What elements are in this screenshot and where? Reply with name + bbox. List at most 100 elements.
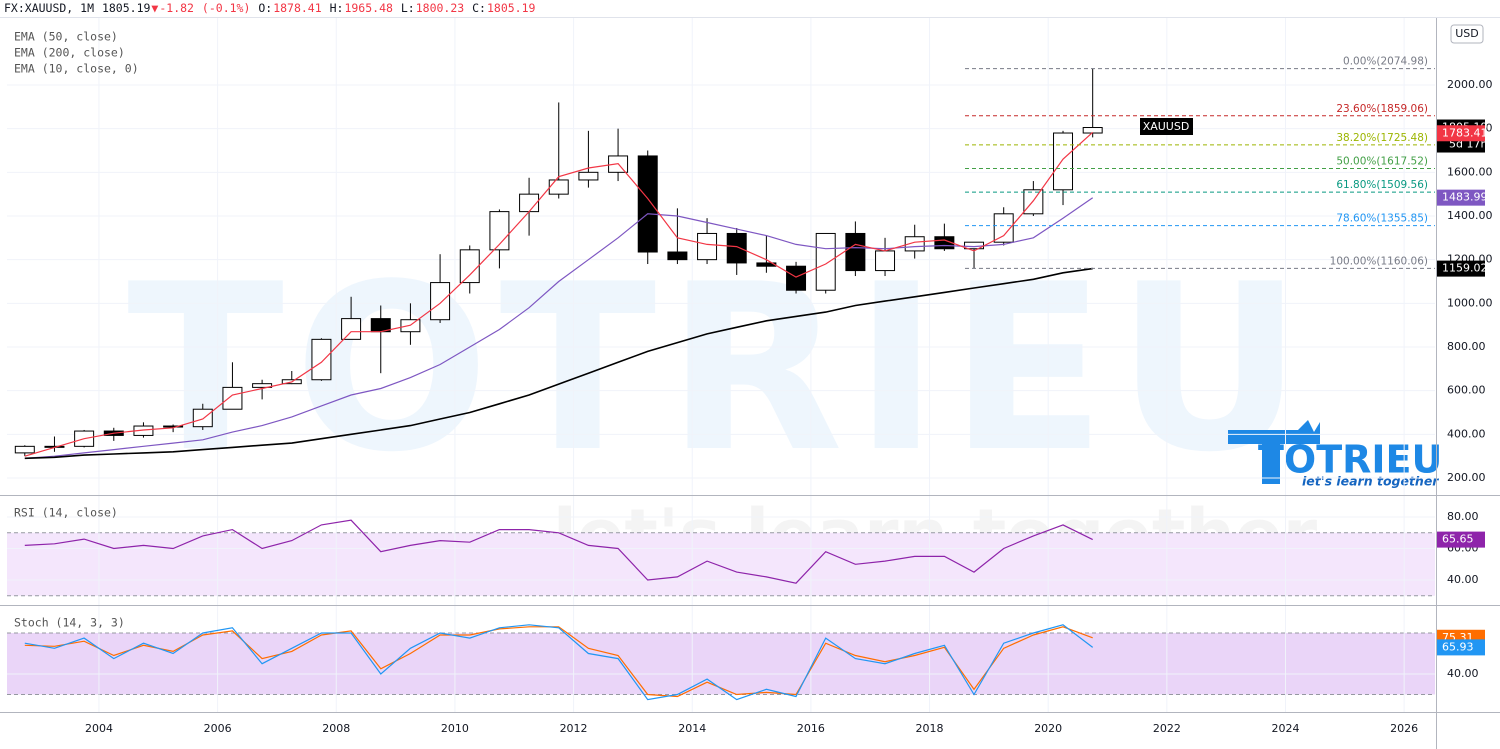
- price-tag-box: [1437, 125, 1485, 142]
- candle-body: [756, 262, 777, 267]
- price-tag-box: [1437, 189, 1485, 206]
- candle-body: [14, 445, 35, 454]
- logo-brand: TOTRIEU: [1258, 438, 1442, 482]
- candle-body: [341, 318, 362, 340]
- ohlc-value: 1878.41: [273, 1, 322, 15]
- symbol: FX:XAUUSD, 1M: [4, 1, 95, 15]
- arrow: ▼: [151, 1, 159, 15]
- x-tick-label: 2026: [1390, 722, 1418, 735]
- price-tag: 1159.02: [1442, 262, 1488, 275]
- x-tick-label: 2014: [678, 722, 706, 735]
- y-tick-label: 1600.00: [1447, 165, 1493, 178]
- symbol-tag-box: [1140, 118, 1193, 135]
- y-tick-label: 200.00: [1447, 471, 1486, 484]
- candle-body: [1053, 132, 1074, 191]
- candle-body: [311, 338, 332, 381]
- fib-label: 78.60%(1355.85): [1336, 213, 1428, 225]
- candle-body: [1023, 189, 1044, 215]
- candle-body: [845, 232, 866, 272]
- currency-box: [1450, 24, 1484, 44]
- y-tick-label: 2000.00: [1447, 78, 1493, 91]
- legend-label: EMA (200, close): [14, 46, 125, 60]
- x-tick-label: 2010: [441, 722, 469, 735]
- pane-title: Stoch (14, 3, 3): [14, 616, 125, 630]
- change: -1.82: [159, 1, 194, 15]
- symbol-tag: XAUUSD: [1143, 120, 1190, 133]
- series-line: [24, 624, 1094, 701]
- candle-body: [192, 408, 213, 428]
- candle-body: [163, 425, 184, 428]
- fib-label: 100.00%(1160.06): [1330, 255, 1428, 267]
- candle-body: [252, 383, 273, 388]
- candle-body: [875, 250, 896, 272]
- candle-body: [222, 386, 243, 410]
- price-tag: 65.65: [1442, 533, 1474, 546]
- x-tick-label: 2024: [1271, 722, 1299, 735]
- pane-title: RSI (14, close): [14, 506, 118, 520]
- ohlc-value: 1965.48: [344, 1, 393, 15]
- series-line: [24, 267, 1093, 460]
- candle-body: [667, 251, 688, 261]
- fib-label: 38.20%(1725.48): [1336, 132, 1428, 144]
- ohlc-label: O:: [258, 1, 273, 15]
- price-tag-box: [1437, 531, 1485, 548]
- x-tick-label: 2006: [204, 722, 232, 735]
- candle-body: [637, 155, 658, 253]
- ohlc-value: 1800.23: [415, 1, 465, 15]
- candle-body: [489, 211, 510, 251]
- ohlc-label: H:: [329, 1, 344, 15]
- plot: 0.00%(2074.98) 23.60%(1859.06) 38.20%(1725…: [14, 56, 1435, 701]
- candle-body: [697, 232, 718, 261]
- y-tick-label: 400.00: [1447, 427, 1486, 440]
- candle-body: [459, 249, 480, 284]
- ohlc-label: C:: [472, 1, 486, 15]
- y-tick-label: 40.00: [1447, 667, 1479, 680]
- x-tick-label: 2016: [797, 722, 825, 735]
- candle-body: [786, 265, 807, 291]
- change-pct: (-0.1%): [201, 1, 251, 15]
- candle-body: [548, 179, 569, 195]
- watermark-brand: TOTRIEU: [127, 236, 1313, 503]
- candle-body: [993, 213, 1014, 243]
- ohlc-value: 1805.19: [486, 1, 536, 15]
- x-tick-label: 2020: [1034, 722, 1062, 735]
- candle-body: [726, 232, 747, 264]
- price-tag-box: [1437, 639, 1485, 656]
- price-tag: 65.93: [1442, 640, 1474, 653]
- candle-body: [815, 232, 836, 291]
- candle-body: [1082, 127, 1103, 134]
- series-line: [24, 131, 1094, 457]
- y-tick-label: 80.00: [1447, 510, 1479, 523]
- y-tick-label: 1400.00: [1447, 209, 1493, 222]
- fib-label: 0.00%(2074.98): [1343, 56, 1428, 68]
- price-tag-box: [1437, 260, 1485, 277]
- series-line: [24, 197, 1094, 459]
- logo-tagline: let's learn together: [1302, 474, 1439, 489]
- legend-label: EMA (10, close, 0): [14, 62, 139, 76]
- x-tick-label: 2008: [322, 722, 350, 735]
- candle-body: [578, 171, 599, 181]
- x-tick-label: 2004: [85, 722, 113, 735]
- band: [7, 532, 1435, 596]
- price-tag: 1483.99: [1442, 191, 1488, 204]
- candle-body: [430, 282, 451, 321]
- y-tick-label: 600.00: [1447, 384, 1486, 397]
- price-tag: 1783.41: [1442, 126, 1488, 139]
- grid: [7, 18, 1435, 712]
- ohlc-label: L:: [400, 1, 415, 15]
- logo-icon: [1228, 420, 1320, 484]
- series-line: [24, 626, 1093, 698]
- band: [7, 632, 1435, 695]
- header: FX:XAUUSD, 1M 1805.19▼-1.82 (-0.1%) O:18…: [4, 1, 536, 15]
- currency: USD: [1455, 27, 1479, 40]
- fib-label: 61.80%(1509.56): [1336, 179, 1428, 191]
- x-tick-label: 2022: [1153, 722, 1181, 735]
- y-tick-label: 40.00: [1447, 573, 1479, 586]
- legend-label: EMA (50, close): [14, 30, 118, 44]
- x-tick-label: 2012: [560, 722, 588, 735]
- series-line: [24, 519, 1093, 584]
- y-tick-label: 1000.00: [1447, 296, 1493, 309]
- fib-label: 23.60%(1859.06): [1336, 103, 1428, 115]
